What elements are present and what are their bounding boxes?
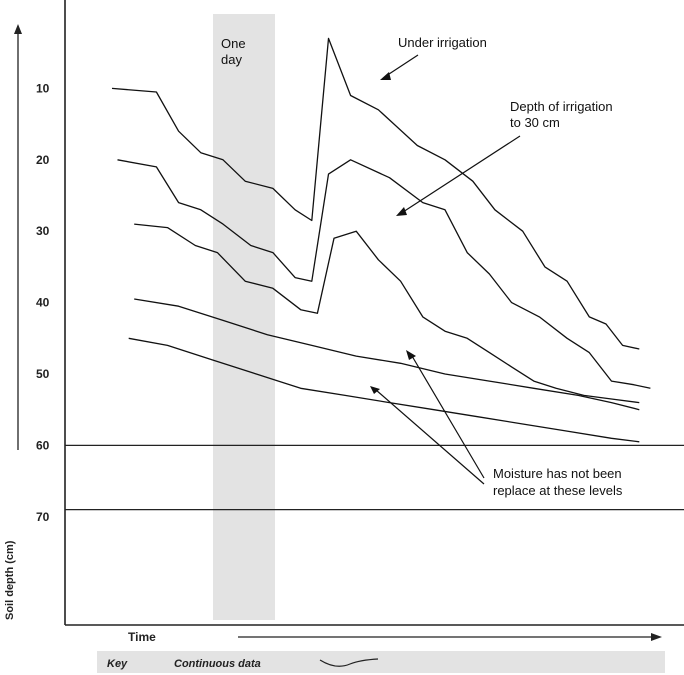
y-tick-label-60: 60 bbox=[36, 438, 50, 452]
series-line-2 bbox=[117, 159, 651, 389]
y-tick-label-40: 40 bbox=[36, 296, 50, 310]
arrowhead-moisture-upper bbox=[406, 350, 416, 360]
series-line-5 bbox=[128, 337, 640, 443]
one-day-label: One day bbox=[221, 36, 249, 67]
time-arrow-head bbox=[651, 633, 662, 641]
key-label: Key bbox=[107, 658, 128, 670]
arrowhead-under-irrigation bbox=[380, 72, 391, 80]
annotation-depth-irrigation: Depth of irrigation to 30 cm bbox=[510, 99, 616, 130]
y-ticks: 10 20 30 40 50 60 70 bbox=[36, 81, 50, 523]
y-tick-label-20: 20 bbox=[36, 153, 50, 167]
y-tick-label-50: 50 bbox=[36, 367, 50, 381]
arrow-moisture-lower bbox=[375, 389, 485, 485]
arrow-moisture-upper bbox=[411, 355, 485, 479]
y-tick-label-10: 10 bbox=[36, 81, 50, 95]
y-axis-label: Soil depth (cm) bbox=[4, 540, 16, 620]
key-bar bbox=[97, 651, 665, 673]
series-line-1 bbox=[111, 37, 640, 350]
one-day-band bbox=[213, 14, 275, 620]
y-tick-label-30: 30 bbox=[36, 224, 50, 238]
key-line-sample bbox=[319, 658, 379, 667]
annotation-under-irrigation: Under irrigation bbox=[398, 35, 487, 50]
series-group bbox=[111, 37, 651, 443]
key-continuous-label: Continuous data bbox=[174, 658, 261, 670]
series-line-4 bbox=[134, 298, 640, 411]
arrowhead-moisture-lower bbox=[370, 386, 380, 394]
x-axis-label: Time bbox=[128, 630, 156, 644]
series-line-3 bbox=[134, 223, 640, 404]
y-tick-label-70: 70 bbox=[36, 510, 50, 524]
annotation-moisture: Moisture has not been replace at these l… bbox=[493, 466, 625, 498]
arrowhead-depth-irrigation bbox=[396, 207, 407, 216]
arrow-under-irrigation bbox=[385, 54, 419, 77]
arrow-depth-irrigation bbox=[402, 135, 521, 213]
y-arrow-head bbox=[14, 24, 22, 34]
